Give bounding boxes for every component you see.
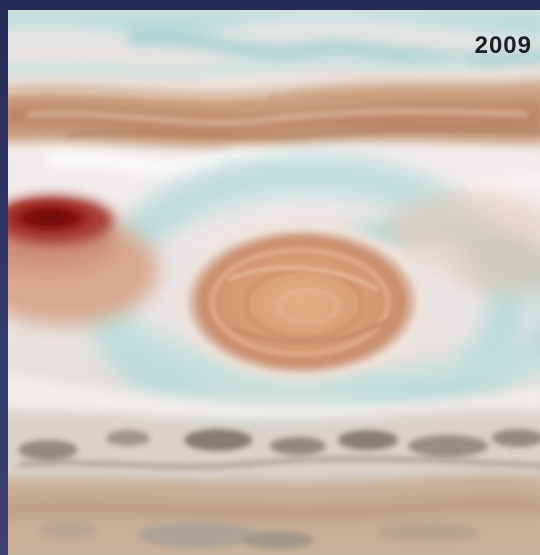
right-peach-haze [388, 190, 540, 295]
red-spot-jr [8, 196, 113, 244]
south-white-zone [8, 371, 540, 426]
jupiter-cloud-bands [8, 10, 540, 555]
north-belt-streaks [8, 88, 540, 139]
top-teal-swirls [8, 10, 540, 77]
jupiter-photo [8, 10, 540, 555]
year-label: 2009 [474, 32, 532, 59]
great-red-spot [182, 222, 426, 382]
south-belt-vortices [17, 429, 540, 470]
bottom-belt-ovals [38, 522, 478, 549]
